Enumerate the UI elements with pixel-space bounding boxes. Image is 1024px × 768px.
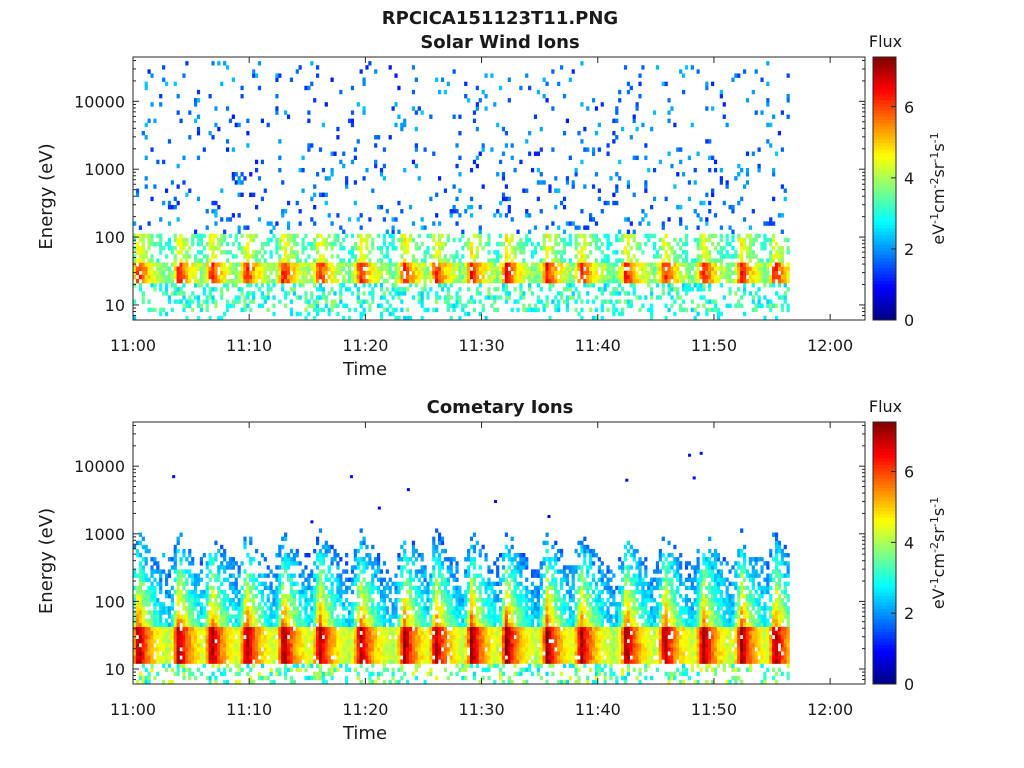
y-tick-label: 1000 (84, 525, 125, 544)
data-point (692, 476, 696, 480)
y-axis-label: Energy (eV) (36, 508, 57, 614)
y-tick-label: 100 (94, 592, 125, 611)
x-axis-label: Time (342, 359, 387, 380)
colorbar-tick-label: 0 (904, 311, 914, 330)
colorbar-tick-label: 4 (904, 533, 914, 552)
y-tick-label: 10000 (74, 92, 125, 111)
data-point (172, 475, 176, 479)
colorbar: 0 2 4 6 Flux eV-1cm-2sr-1s-1 (869, 397, 948, 694)
x-tick-label: 11:00 (110, 700, 156, 719)
data-point (349, 475, 353, 479)
colorbar-tick-label: 6 (904, 98, 914, 117)
x-tick-label: 12:00 (807, 700, 853, 719)
y-tick-label: 10 (105, 296, 125, 315)
axes-frame (132, 421, 866, 685)
panel-solar-wind-ions: 10 100 1000 10000 11:00 11:10 11:20 11:30 11:40 1… (36, 32, 948, 380)
data-point (406, 488, 410, 492)
data-point (625, 478, 629, 482)
x-tick-label: 11:20 (342, 700, 388, 719)
colorbar: 0 2 4 6 Flux eV-1cm-2sr-1s-1 (869, 32, 948, 330)
x-tick-label: 11:40 (575, 700, 621, 719)
data-point (699, 451, 703, 455)
spectrogram-cells (133, 528, 790, 685)
y-axis-label: Energy (eV) (36, 143, 57, 249)
x-tick-label: 12:00 (807, 336, 853, 355)
data-point (688, 453, 692, 457)
panel-title: Solar Wind Ions (420, 32, 579, 53)
x-axis-label: Time (342, 723, 387, 744)
y-tick-label: 1000 (84, 160, 125, 179)
colorbar-title: Flux (869, 32, 902, 51)
y-tick-label: 100 (94, 228, 125, 247)
colorbar-tick-label: 4 (904, 169, 914, 188)
figure-title: RPCICA151123T11.PNG (382, 8, 618, 29)
axes-frame (132, 56, 866, 321)
colorbar-tick-label: 6 (904, 463, 914, 482)
colorbar-tick-label: 0 (904, 675, 914, 694)
spectrogram-cells (133, 61, 790, 321)
data-point (494, 500, 498, 504)
panel-title: Cometary Ions (427, 397, 574, 418)
y-tick-label: 10 (105, 660, 125, 679)
x-tick-label: 11:30 (459, 700, 505, 719)
y-tick-label: 10000 (74, 457, 125, 476)
colorbar-tick-label: 2 (904, 240, 914, 259)
data-point (547, 515, 551, 519)
colorbar-title: Flux (869, 397, 902, 416)
colorbar-label: eV-1cm-2sr-1s-1 (928, 497, 949, 609)
x-tick-label: 11:20 (342, 336, 388, 355)
x-tick-label: 11:50 (691, 336, 737, 355)
data-point (377, 506, 381, 510)
x-tick-label: 11:00 (110, 336, 156, 355)
x-tick-label: 11:50 (691, 700, 737, 719)
colorbar-label: eV-1cm-2sr-1s-1 (928, 132, 949, 244)
x-tick-label: 11:10 (226, 336, 272, 355)
colorbar-tick-label: 2 (904, 604, 914, 623)
x-tick-label: 11:30 (459, 336, 505, 355)
x-tick-label: 11:10 (226, 700, 272, 719)
data-point (310, 520, 314, 524)
x-tick-label: 11:40 (575, 336, 621, 355)
panel-cometary-ions: 10 100 1000 10000 11:00 11:10 11:20 11:30 11:40 1… (36, 397, 948, 744)
